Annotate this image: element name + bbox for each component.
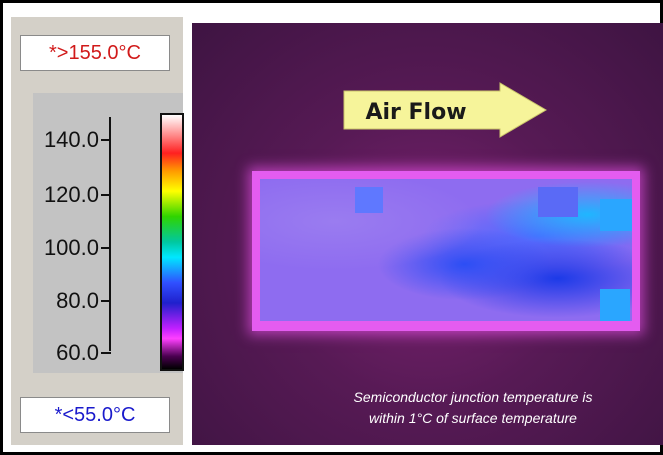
board-hotspots	[260, 179, 632, 321]
tick-label-80: 80.0	[56, 288, 99, 313]
scale-axis-line	[109, 117, 111, 351]
hot-component	[355, 187, 383, 213]
thermal-image: Air Flow Semiconductor junction temperat…	[192, 23, 663, 445]
air-flow-arrow-icon: Air Flow	[343, 82, 547, 138]
tick-mark-60	[101, 352, 111, 354]
tick-mark-120	[101, 194, 111, 196]
tick-label-140: 140.0	[43, 127, 99, 152]
tick-mark-100	[101, 247, 111, 249]
hot-component	[538, 187, 578, 217]
caption-line-2: within 1°C of surface temperature	[369, 410, 577, 426]
min-temperature-readout: *<55.0°C	[20, 397, 170, 433]
tick-label-100: 100.0	[43, 235, 99, 260]
color-scale-area: 140.0 120.0 100.0 80.0 60.0	[33, 93, 183, 373]
temperature-colorbar	[160, 113, 184, 371]
hot-component	[600, 199, 632, 231]
caption-line-1: Semiconductor junction temperature is	[353, 389, 593, 405]
max-temperature-readout: *>155.0°C	[20, 35, 170, 71]
figure-caption: Semiconductor junction temperature is wi…	[287, 387, 659, 429]
tick-mark-140	[101, 139, 111, 141]
air-flow-label: Air Flow	[365, 100, 466, 125]
hot-component	[600, 289, 630, 321]
circuit-board-heat-map	[252, 171, 640, 331]
tick-mark-80	[101, 300, 111, 302]
tick-label-60: 60.0	[56, 340, 99, 365]
temperature-scale-panel: *>155.0°C 140.0 120.0 100.0 80.0 60.0 *<…	[11, 17, 184, 445]
tick-label-120: 120.0	[43, 182, 99, 207]
